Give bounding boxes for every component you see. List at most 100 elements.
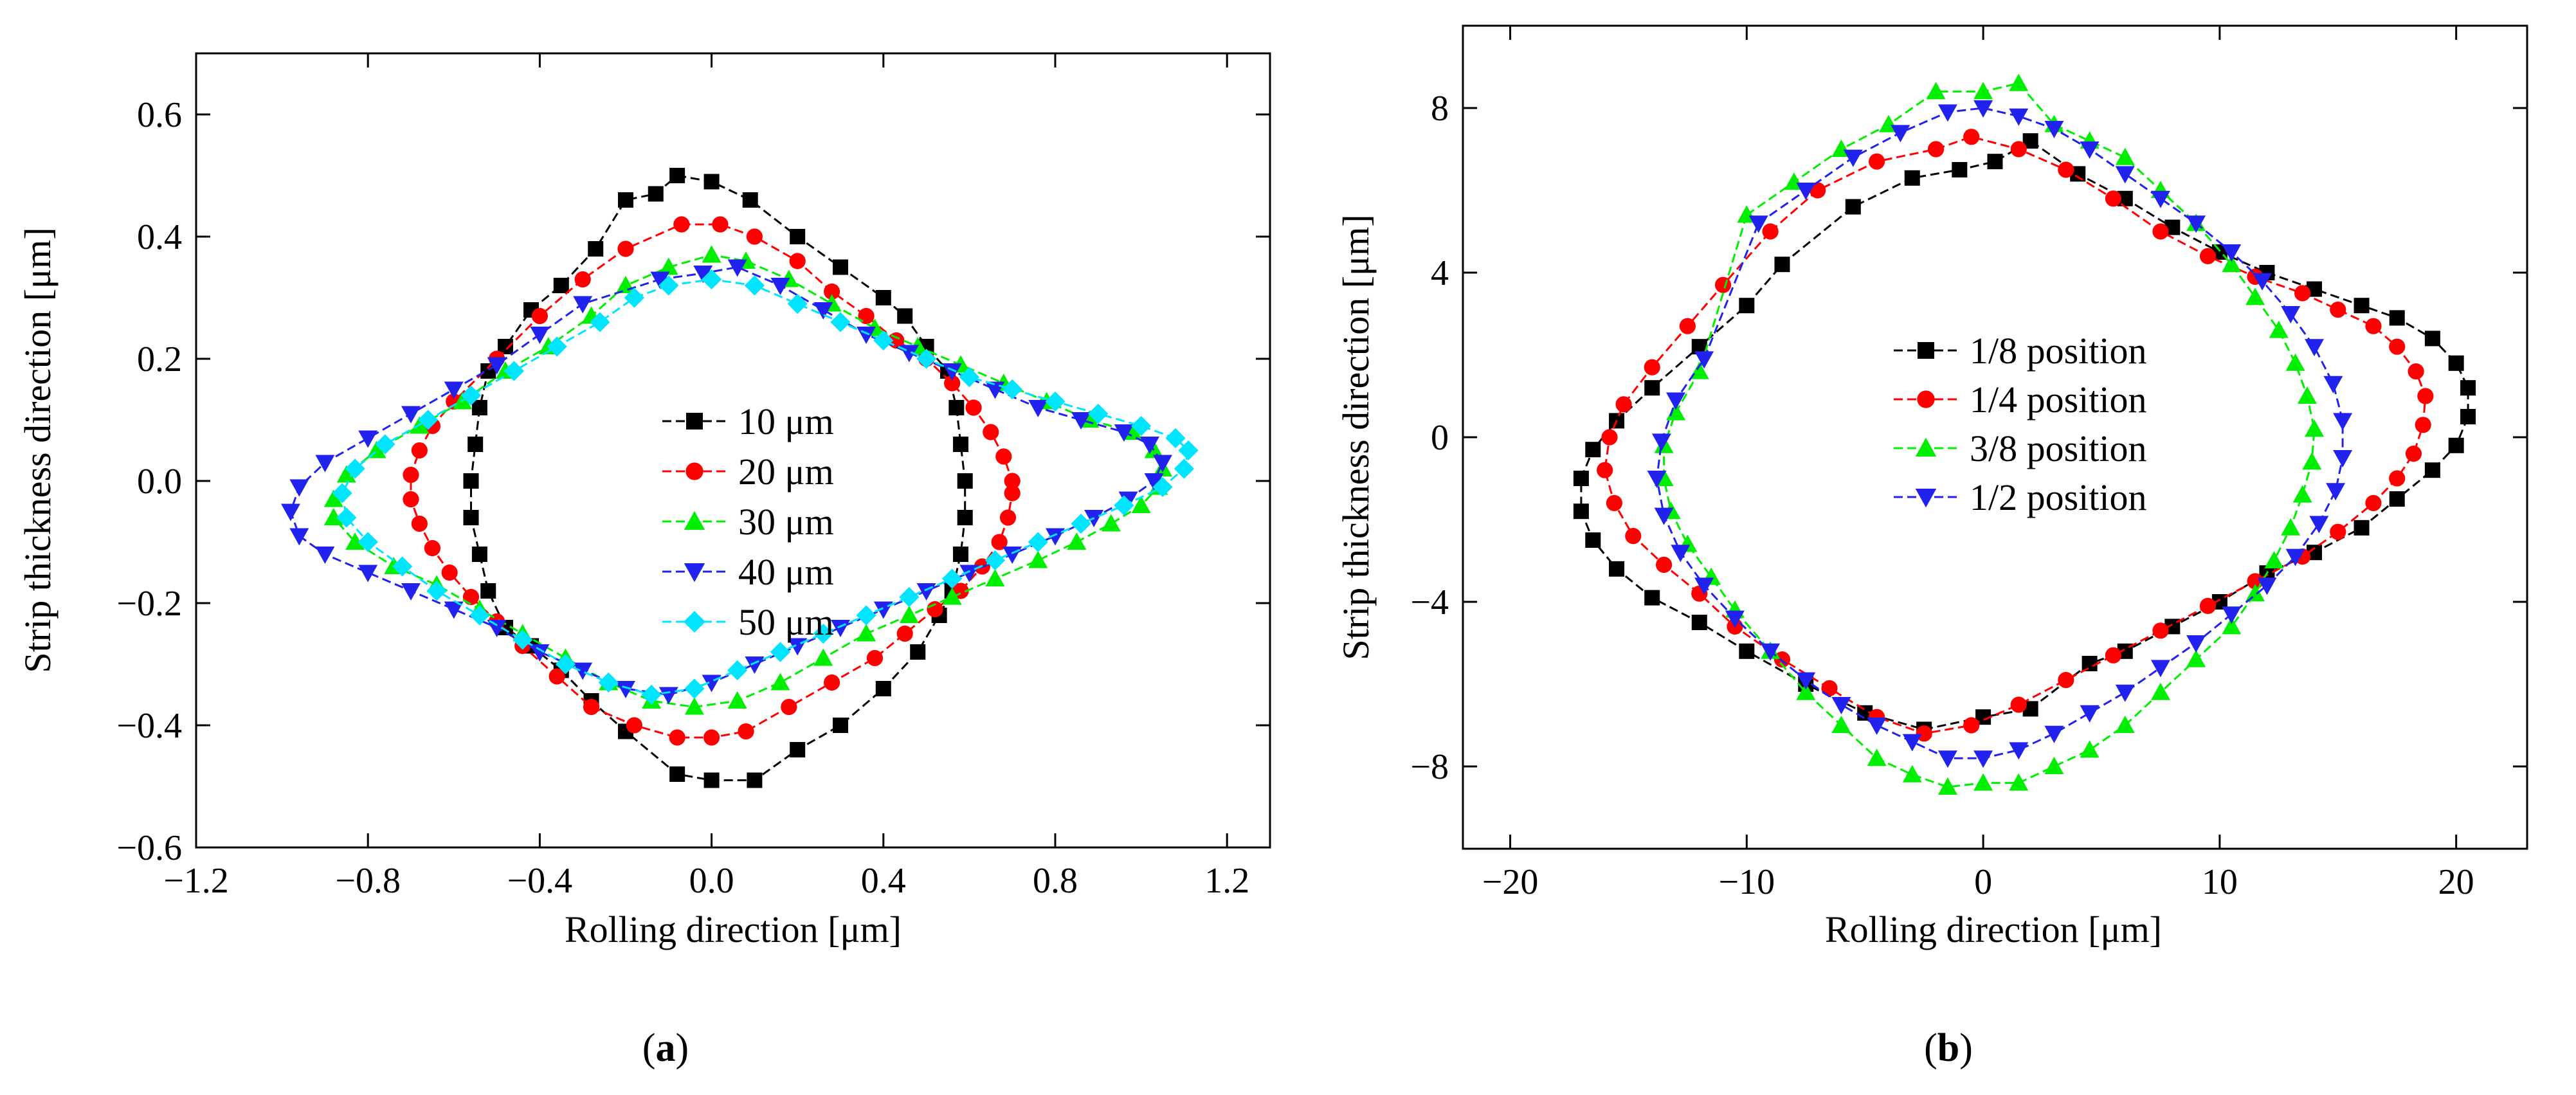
panel-b-data-point xyxy=(2292,485,2312,503)
panel-a-data-point xyxy=(280,503,300,521)
panel-b-data-point xyxy=(2115,166,2135,184)
panel-a-data-point xyxy=(965,399,982,416)
panel-a-data-point xyxy=(910,644,926,660)
panel-b-x-tick-label: 20 xyxy=(2438,862,2474,902)
panel-b-data-point xyxy=(1937,750,1957,768)
panel-a-data-point xyxy=(441,564,458,581)
panel-a-data-point xyxy=(856,605,876,626)
panel-b-data-point xyxy=(1831,716,1851,733)
panel-a-x-tick-label: 0.4 xyxy=(861,861,906,901)
panel-a-series-line xyxy=(332,253,1164,709)
panel-b-series-3 xyxy=(1647,100,2353,768)
panel-b-data-point xyxy=(1902,734,1922,752)
panel-a-data-point xyxy=(727,660,748,681)
panel-a-data-point xyxy=(1152,476,1173,498)
panel-b-data-point xyxy=(1647,471,1667,488)
panel-a-data-point xyxy=(618,192,633,208)
panel-b-data-point xyxy=(2009,108,2029,126)
panel-a: −1.2 −0.8 −0.4 0.0 0.4 0.8 1.2 −0.6 −0.4 −0.2 0.0 0… xyxy=(17,52,1271,1070)
panel-b-data-point xyxy=(1585,442,1601,458)
panel-a-data-point xyxy=(624,287,644,308)
panel-b-data-point xyxy=(2417,388,2434,404)
panel-b-legend-item: 3/8 position xyxy=(1894,428,2147,469)
panel-b-data-point xyxy=(1694,577,1714,595)
panel-a-data-point xyxy=(948,400,965,415)
panel-a-data-point xyxy=(358,532,378,552)
panel-a-data-point xyxy=(727,259,747,277)
panel-b-data-point xyxy=(1796,682,1816,700)
panel-a-data-point xyxy=(747,772,763,788)
panel-b-data-point xyxy=(1867,748,1887,766)
panel-a-data-point xyxy=(1144,473,1164,491)
panel-b-data-point xyxy=(1714,276,1732,293)
panel-a-data-point xyxy=(684,697,704,715)
panel-b-data-point xyxy=(1796,672,1816,690)
panel-a-data-point xyxy=(1045,391,1066,412)
panel-a-data-point xyxy=(957,510,973,525)
panel-b-data-point xyxy=(1774,257,1790,273)
panel-a-data-point xyxy=(984,550,1006,571)
panel-a-data-point xyxy=(857,624,876,642)
panel-a-data-point xyxy=(530,644,550,662)
panel-a-data-point xyxy=(693,266,713,283)
panel-a-data-point xyxy=(480,583,496,599)
panel-a-data-point xyxy=(824,283,840,300)
panel-a-series-line xyxy=(410,223,1013,739)
panel-a-data-point xyxy=(875,290,891,305)
panel-a-legend-marker xyxy=(684,611,705,633)
panel-a-y-tick-label: 0.0 xyxy=(137,462,182,502)
panel-b-data-point xyxy=(2305,419,2324,437)
panel-b-data-point xyxy=(1625,528,1642,545)
panel-b-data-point xyxy=(2080,705,2100,723)
panel-b-data-point xyxy=(2460,380,2476,396)
panel-a-x-tick-label: 0.0 xyxy=(689,861,734,901)
panel-a-data-point xyxy=(573,296,593,314)
panel-b-series-line xyxy=(1663,82,2316,788)
panel-a-ticks xyxy=(195,53,1270,849)
panel-a-data-point xyxy=(745,656,765,674)
panel-b-legend-marker xyxy=(1918,342,1934,359)
panel-b-data-point xyxy=(2460,409,2476,424)
panel-a-y-tick-label: 0.6 xyxy=(137,95,182,135)
panel-b-data-point xyxy=(2082,656,2098,671)
panel-b-caption: (b) xyxy=(1924,1026,1973,1070)
panel-a-data-point xyxy=(1071,513,1091,534)
panel-b-data-point xyxy=(1810,182,1826,199)
panel-a-data-point xyxy=(1028,400,1048,417)
panel-b-data-point xyxy=(2199,597,2217,615)
panel-b-data-point xyxy=(1573,471,1589,486)
panel-a-legend-label: 50 μm xyxy=(738,601,834,643)
panel-b-data-point xyxy=(1609,561,1625,577)
panel-a-data-point xyxy=(1139,437,1159,454)
panel-a-data-point xyxy=(574,271,591,288)
panel-a-data-point xyxy=(530,327,550,344)
panel-a-data-point xyxy=(942,363,962,381)
panel-a-x-tick-label: 0.8 xyxy=(1033,861,1078,901)
panel-b-legend-item: 1/2 position xyxy=(1894,476,2147,518)
panel-b-data-point xyxy=(2058,672,2074,689)
panel-b-data-point xyxy=(2389,338,2406,355)
panel-a-data-point xyxy=(487,620,507,637)
panel-a-data-point xyxy=(444,381,464,399)
panel-b-data-point xyxy=(2150,660,2170,678)
panel-a-data-point xyxy=(1028,550,1048,568)
panel-a-data-point xyxy=(1114,495,1134,516)
panel-a-data-point xyxy=(289,528,309,546)
panel-b-data-point xyxy=(2415,417,2431,433)
panel-b-data-point xyxy=(2115,147,2135,165)
panel-a-data-point xyxy=(712,216,729,233)
panel-b-legend-marker xyxy=(1917,390,1935,408)
panel-a-series-line xyxy=(341,278,1190,696)
panel-b-data-point xyxy=(2044,725,2064,743)
panel-b-data-point xyxy=(2253,273,2272,291)
panel-b-legend-item: 1/4 position xyxy=(1894,379,2147,421)
panel-a-data-point xyxy=(873,330,894,351)
panel-a-data-point xyxy=(669,766,685,782)
panel-b-y-axis-title: Strip thickness direction [μm] xyxy=(1335,214,1377,660)
panel-b-data-point xyxy=(2424,330,2440,347)
panel-a-data-point xyxy=(460,385,482,406)
panel-b-data-point xyxy=(1973,773,1993,791)
panel-a-data-point xyxy=(658,687,678,705)
panel-a-data-point xyxy=(959,565,979,583)
